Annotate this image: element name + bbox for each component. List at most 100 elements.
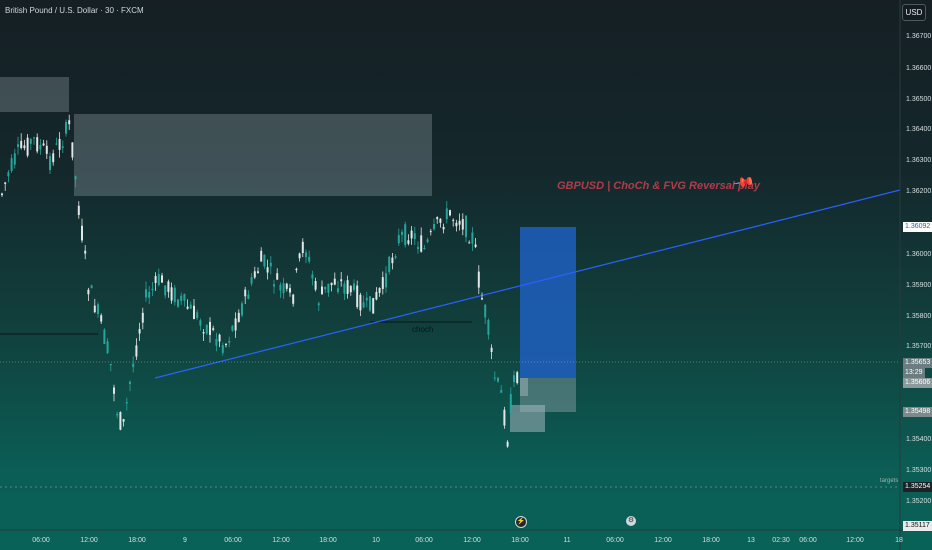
price-tick: 1.35900 <box>906 282 932 289</box>
candle <box>292 294 295 304</box>
candle <box>26 137 29 156</box>
candle <box>247 294 250 299</box>
candle <box>234 318 237 331</box>
candle <box>20 140 23 148</box>
candle <box>420 235 423 252</box>
candle <box>231 325 234 331</box>
candle <box>327 283 330 293</box>
candle <box>23 145 26 149</box>
candle <box>458 220 461 225</box>
candle <box>388 256 391 272</box>
candle <box>196 312 199 319</box>
price-tick: 1.36500 <box>906 96 932 103</box>
time-tick: 18:00 <box>128 537 146 544</box>
candle <box>513 375 515 382</box>
candle <box>113 387 115 394</box>
price-badge-stop: 1.35498 <box>903 407 932 417</box>
candle <box>266 267 269 273</box>
time-tick: 06:00 <box>606 537 624 544</box>
candle <box>100 315 103 322</box>
candle <box>135 345 138 357</box>
candle <box>49 156 51 171</box>
candle <box>436 217 439 220</box>
supply-zone-main[interactable] <box>74 114 432 196</box>
candle <box>401 231 403 235</box>
candle <box>407 240 410 244</box>
candle <box>353 283 355 290</box>
candle <box>509 394 512 414</box>
candle <box>157 273 160 286</box>
candle <box>212 328 215 330</box>
economic-event-icon[interactable]: ⚙ <box>626 516 636 526</box>
candle <box>241 303 243 316</box>
candle <box>455 222 458 227</box>
candle <box>337 288 339 293</box>
candle <box>221 345 224 353</box>
candle <box>333 278 336 285</box>
time-tick: 10 <box>372 537 380 544</box>
candle <box>369 296 371 311</box>
candle <box>279 284 282 291</box>
candle <box>397 234 400 244</box>
symbol-title[interactable]: British Pound / U.S. Dollar · 30 · FXCM <box>5 6 144 15</box>
candle <box>145 289 147 298</box>
candle <box>103 329 106 344</box>
candle <box>39 145 42 150</box>
candle <box>263 254 266 267</box>
candle <box>13 153 16 165</box>
candle <box>228 340 231 343</box>
candle <box>461 219 464 230</box>
fvg-box-lower[interactable] <box>510 405 545 432</box>
candle <box>282 283 285 294</box>
candle <box>317 303 320 306</box>
candle <box>151 288 154 291</box>
fvg-box-upper[interactable] <box>520 378 528 396</box>
candle <box>429 231 432 233</box>
candle <box>161 275 163 283</box>
candle <box>122 419 125 422</box>
candle <box>77 205 80 215</box>
candle <box>298 253 301 259</box>
candle <box>276 273 279 280</box>
candle <box>173 287 176 303</box>
candle <box>324 286 327 290</box>
candle <box>481 297 483 300</box>
candle <box>4 182 7 184</box>
time-tick: 12:00 <box>80 537 98 544</box>
candle <box>1 193 3 196</box>
candle <box>356 285 359 308</box>
candle <box>58 138 61 150</box>
time-tick: 18:00 <box>511 537 529 544</box>
candle <box>33 137 35 139</box>
time-tick: 18:00 <box>319 537 337 544</box>
candle <box>225 343 227 345</box>
time-tick: 9 <box>183 537 187 544</box>
candle <box>394 256 397 258</box>
lightning-icon[interactable]: ⚡ <box>515 516 527 528</box>
price-badge-fvg: 1.35606 <box>903 378 932 388</box>
time-tick: 12:00 <box>272 537 290 544</box>
candle <box>308 256 311 262</box>
candle <box>65 122 67 134</box>
time-tick: 18:00 <box>702 537 720 544</box>
candle <box>205 324 208 334</box>
candle <box>250 276 253 284</box>
trendline[interactable] <box>154 189 901 379</box>
candle <box>381 277 384 289</box>
price-tick: 1.36300 <box>906 157 932 164</box>
candle <box>87 289 90 295</box>
candle <box>45 145 48 154</box>
price-tick: 1.36600 <box>906 65 932 72</box>
candle <box>269 262 272 267</box>
currency-button[interactable]: USD <box>902 4 926 21</box>
candle <box>177 299 179 307</box>
target-zone[interactable] <box>520 227 576 378</box>
candle <box>484 304 487 318</box>
candle <box>289 288 291 293</box>
supply-zone-left[interactable] <box>0 77 69 112</box>
candle <box>391 257 394 264</box>
candle <box>500 389 503 393</box>
candle <box>301 241 304 253</box>
